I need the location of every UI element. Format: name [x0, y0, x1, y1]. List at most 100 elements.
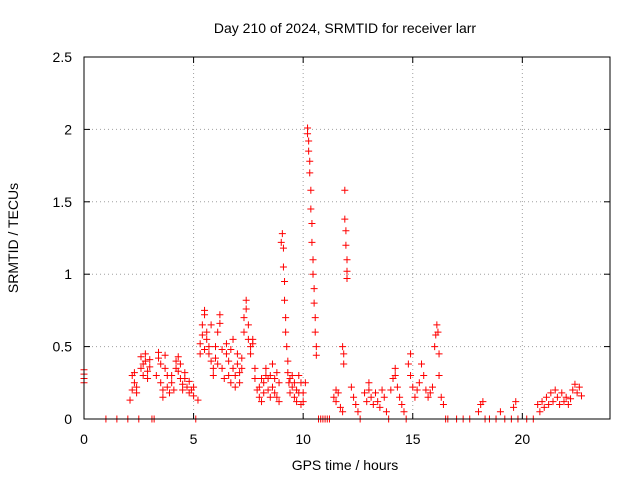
- data-point: [283, 343, 291, 351]
- data-point: [242, 296, 250, 304]
- data-point: [242, 305, 250, 313]
- data-point: [437, 393, 445, 401]
- data-point: [168, 379, 176, 387]
- data-point: [409, 383, 417, 391]
- data-point: [558, 389, 566, 397]
- data-point: [218, 345, 226, 353]
- data-point: [341, 215, 349, 223]
- data-point: [299, 389, 307, 397]
- data-point: [339, 408, 347, 416]
- data-point: [352, 401, 360, 409]
- data-point: [573, 389, 581, 397]
- data-point: [168, 372, 176, 380]
- data-point: [354, 408, 362, 416]
- data-point: [240, 328, 248, 336]
- data-point: [290, 379, 298, 387]
- y-tick-label: 0: [64, 411, 72, 427]
- data-point: [341, 186, 349, 194]
- data-point: [137, 353, 145, 361]
- data-point: [434, 328, 442, 336]
- data-point: [382, 408, 390, 416]
- plot-frame: [83, 56, 611, 420]
- data-point: [251, 374, 259, 382]
- data-point: [339, 343, 347, 351]
- data-point: [236, 369, 244, 377]
- data-point: [201, 306, 209, 314]
- data-point: [396, 393, 404, 401]
- data-point: [174, 367, 182, 375]
- data-point: [266, 372, 274, 380]
- data-point: [367, 393, 375, 401]
- data-point: [260, 379, 268, 387]
- chart-title: Day 210 of 2024, SRMTID for receiver lar…: [214, 20, 477, 36]
- data-point: [277, 238, 285, 246]
- data-point: [575, 383, 583, 391]
- data-point: [128, 386, 136, 394]
- data-point: [172, 357, 180, 365]
- data-point: [214, 360, 222, 368]
- data-point: [424, 393, 432, 401]
- data-point: [161, 364, 169, 372]
- data-point: [231, 372, 239, 380]
- data-point: [553, 393, 561, 401]
- y-axis-label: SRMTID / TECUs: [5, 183, 21, 293]
- data-point: [227, 379, 235, 387]
- data-point: [540, 403, 548, 411]
- data-point: [562, 393, 570, 401]
- data-point: [273, 369, 281, 377]
- x-tick-label: 10: [295, 431, 311, 447]
- data-point: [400, 408, 408, 416]
- data-point: [247, 350, 255, 358]
- data-point: [255, 393, 263, 401]
- data-point: [240, 314, 248, 322]
- data-point: [216, 311, 224, 319]
- data-point: [479, 398, 487, 406]
- data-point: [340, 360, 348, 368]
- data-point: [413, 386, 421, 394]
- data-point: [284, 369, 292, 377]
- x-tick-label: 0: [80, 431, 88, 447]
- data-point: [299, 398, 307, 406]
- data-point: [174, 353, 182, 361]
- data-point: [347, 383, 355, 391]
- data-point: [365, 386, 373, 394]
- data-point: [229, 335, 237, 343]
- data-point: [391, 364, 399, 372]
- data-point: [496, 408, 504, 416]
- data-point: [551, 386, 559, 394]
- data-point: [281, 277, 289, 285]
- data-point: [198, 331, 206, 339]
- data-point: [309, 270, 317, 278]
- data-point: [334, 389, 342, 397]
- data-point: [391, 372, 399, 380]
- data-point: [308, 238, 316, 246]
- data-point: [251, 364, 259, 372]
- data-point: [365, 379, 373, 387]
- data-point: [264, 386, 272, 394]
- data-point: [233, 350, 241, 358]
- data-point: [286, 389, 294, 397]
- data-point: [179, 386, 187, 394]
- data-point: [126, 396, 134, 404]
- data-point: [275, 379, 283, 387]
- data-point: [305, 137, 313, 145]
- data-point: [190, 383, 198, 391]
- data-point: [146, 356, 154, 364]
- data-point: [170, 386, 178, 394]
- data-point: [547, 389, 555, 397]
- data-point: [222, 350, 230, 358]
- data-point: [304, 130, 312, 138]
- data-point: [144, 367, 152, 375]
- data-point: [133, 389, 141, 397]
- data-point: [155, 348, 163, 356]
- data-point: [309, 256, 317, 264]
- data-point: [209, 372, 217, 380]
- data-point: [311, 328, 319, 336]
- data-point: [222, 340, 230, 348]
- data-point: [307, 186, 315, 194]
- data-point: [343, 275, 351, 283]
- data-point: [306, 169, 314, 177]
- data-point: [332, 398, 340, 406]
- data-point: [510, 403, 518, 411]
- data-point: [209, 364, 217, 372]
